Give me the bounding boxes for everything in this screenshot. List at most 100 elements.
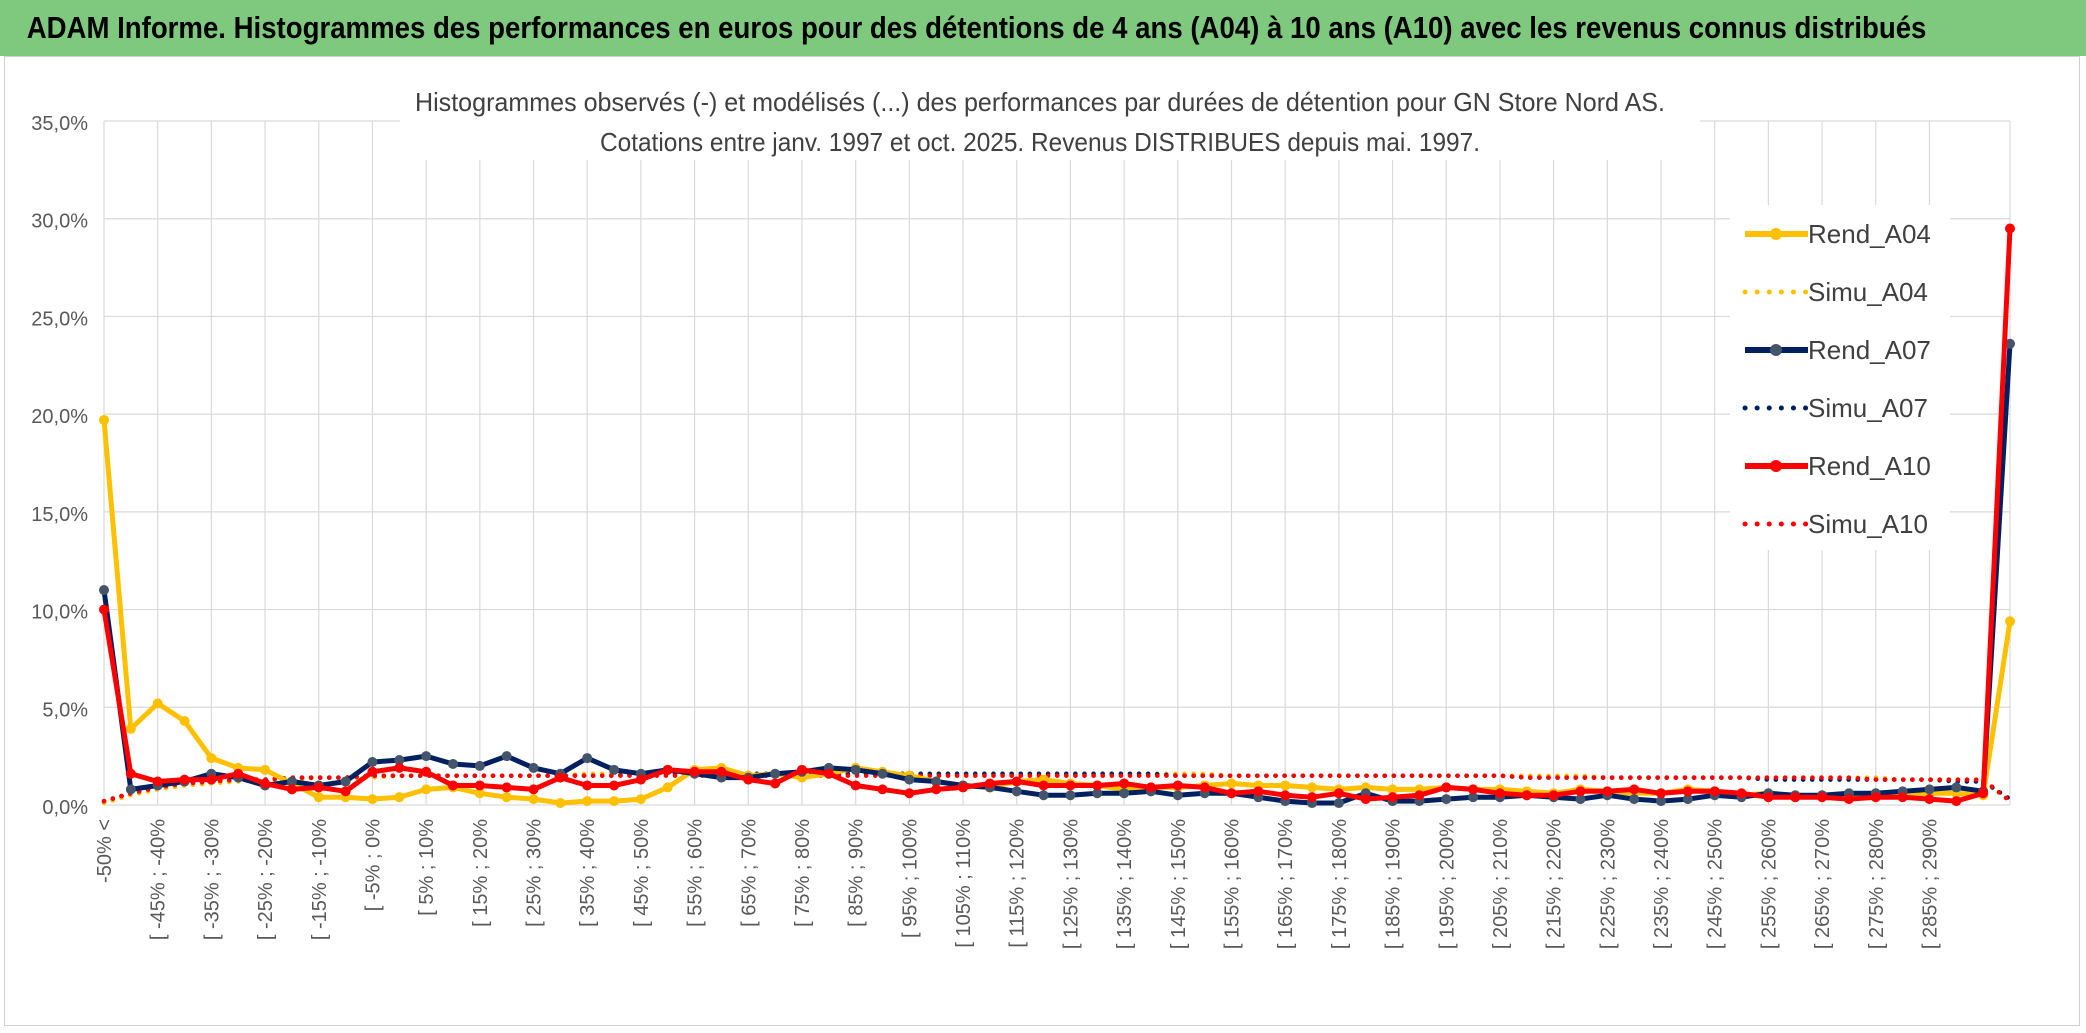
x-tick-label: [ 35% ; 40%	[577, 819, 599, 927]
data-point-rend-a04	[260, 764, 271, 775]
data-point-rend-a10	[635, 774, 646, 785]
x-tick-label: [ 265% ; 270%	[1812, 819, 1834, 949]
data-point-rend-a04	[421, 784, 432, 795]
y-tick-label: 35,0%	[31, 113, 88, 135]
data-point-rend-a07	[931, 776, 942, 787]
data-point-rend-a10	[958, 782, 969, 793]
data-point-rend-a10	[1280, 790, 1291, 801]
data-point-rend-a07	[501, 751, 512, 762]
x-tick-label: [ 205% ; 210%	[1490, 819, 1512, 949]
x-tick-label: [ -35% ; -30%	[201, 819, 223, 940]
data-point-rend-a07	[877, 768, 888, 779]
data-point-rend-a07	[447, 758, 458, 769]
x-tick-label: [ 105% ; 110%	[953, 819, 975, 948]
data-point-rend-a04	[99, 415, 109, 426]
data-point-rend-a07	[770, 768, 781, 779]
data-point-rend-a10	[582, 780, 593, 791]
x-tick-label: [ 95% ; 100%	[899, 819, 921, 938]
x-tick-label: [ -45% ; -40%	[148, 819, 170, 940]
data-point-rend-a10	[1897, 792, 1908, 803]
data-point-rend-a10	[447, 780, 458, 791]
data-point-rend-a10	[1092, 780, 1103, 791]
data-point-rend-a07	[582, 753, 593, 764]
data-point-rend-a10	[904, 788, 915, 799]
data-point-rend-a07	[99, 585, 109, 596]
data-point-rend-a07	[367, 757, 378, 768]
data-point-rend-a07	[528, 762, 539, 773]
data-point-rend-a07	[340, 776, 351, 787]
y-tick-label: 25,0%	[31, 308, 88, 330]
data-point-rend-a10	[1548, 790, 1559, 801]
data-point-rend-a10	[770, 778, 781, 789]
x-tick-label: [ 15% ; 20%	[470, 819, 492, 927]
x-tick-label: [ 245% ; 250%	[1705, 819, 1727, 949]
report-title: ADAM Informe. Histogrammes des performan…	[26, 10, 1927, 45]
chart-title: Histogrammes observés (-) et modélisés (…	[415, 87, 1665, 117]
data-point-rend-a10	[501, 782, 512, 793]
data-point-rend-a10	[1790, 792, 1801, 803]
data-point-rend-a04	[179, 715, 190, 726]
x-tick-label: [ -15% ; -10%	[309, 819, 331, 940]
data-point-rend-a04	[313, 792, 324, 803]
data-point-rend-a10	[1468, 784, 1479, 795]
data-point-rend-a10	[1119, 778, 1130, 789]
data-point-rend-a07	[1092, 788, 1103, 799]
data-point-rend-a10	[1817, 792, 1828, 803]
data-point-rend-a10	[233, 768, 244, 779]
data-point-rend-a10	[1226, 788, 1237, 799]
x-tick-label: [ 165% ; 170%	[1275, 819, 1297, 949]
data-point-rend-a10	[1011, 776, 1022, 787]
data-point-rend-a10	[1709, 786, 1720, 797]
series-line-rend-a10	[101, 228, 2013, 804]
data-point-rend-a04	[152, 698, 163, 709]
data-point-rend-a10	[743, 774, 754, 785]
data-point-rend-a10	[1199, 782, 1210, 793]
data-point-rend-a04	[367, 794, 378, 805]
data-point-rend-a04	[474, 788, 485, 799]
data-point-rend-a04	[394, 792, 405, 803]
data-point-rend-a07	[1119, 788, 1130, 799]
data-point-rend-a04	[662, 782, 673, 793]
x-axis-ticks: -50% < [ -45% ; -40% [ -35% ; -30% [ -25% ;…	[94, 819, 1941, 949]
data-point-rend-a04	[125, 723, 136, 734]
data-point-rend-a07	[1172, 790, 1183, 801]
report-banner: ADAM Informe. Histogrammes des performan…	[0, 0, 2086, 56]
legend-label-simu-a10: Simu_A10	[1808, 509, 1928, 539]
data-point-rend-a10	[1978, 788, 1989, 799]
x-tick-label: [ 285% ; 290%	[1919, 819, 1941, 949]
x-tick-label: [ 125% ; 130%	[1060, 819, 1082, 949]
x-tick-label: [ -25% ; -20%	[255, 819, 277, 940]
data-point-rend-a10	[662, 764, 673, 775]
legend-label-rend-a04: Rend_A04	[1808, 219, 1931, 249]
data-point-rend-a10	[125, 768, 136, 779]
data-point-rend-a10	[1038, 780, 1049, 791]
data-point-rend-a07	[850, 764, 861, 775]
data-point-rend-a10	[179, 774, 190, 785]
data-point-rend-a10	[1602, 786, 1613, 797]
chart-frame	[4, 56, 2080, 1026]
x-tick-label: [ 255% ; 260%	[1758, 819, 1780, 949]
data-point-rend-a10	[340, 786, 351, 797]
data-point-rend-a10	[716, 766, 727, 777]
x-tick-label: [ 175% ; 180%	[1329, 819, 1351, 949]
data-point-rend-a04	[1307, 782, 1318, 793]
data-point-rend-a10	[1065, 780, 1076, 791]
data-point-rend-a10	[152, 776, 163, 787]
data-point-rend-a10	[877, 784, 888, 795]
x-tick-label: [ 275% ; 280%	[1866, 819, 1888, 949]
data-point-rend-a10	[99, 604, 109, 615]
data-point-rend-a07	[474, 760, 485, 771]
x-tick-label: [ 145% ; 150%	[1168, 819, 1190, 949]
data-point-rend-a04	[1387, 784, 1398, 795]
x-tick-label: [ 225% ; 230%	[1597, 819, 1619, 949]
y-axis-ticks: 0,0% 5,0% 10,0% 15,0% 20,0% 25,0% 30,0% 35,0%	[31, 113, 88, 819]
data-point-rend-a10	[1575, 786, 1586, 797]
data-point-rend-a07	[286, 776, 297, 787]
data-point-rend-a07	[394, 755, 405, 766]
data-point-rend-a10	[1951, 796, 1962, 807]
legend-marker-rend-a07	[1770, 344, 1782, 356]
data-point-rend-a10	[313, 782, 324, 793]
data-point-rend-a07	[1951, 782, 1962, 793]
series-line-rend-a07	[101, 343, 2013, 806]
x-tick-label: [ 25% ; 30%	[524, 819, 546, 927]
